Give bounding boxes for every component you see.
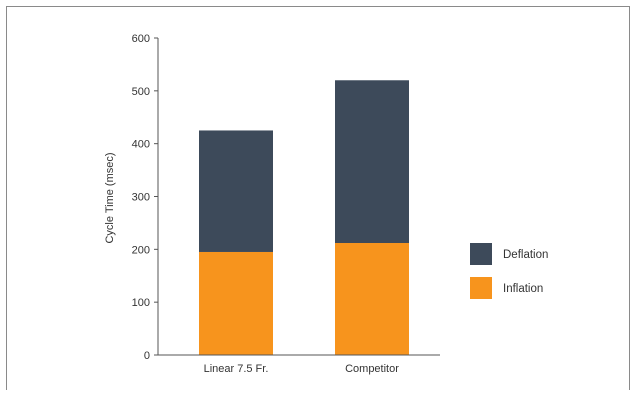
bar-inflation-2 [335,242,409,355]
y-tick-label: 500 [132,86,150,98]
y-tick-label: 600 [132,33,150,45]
x-axis-tick-labels: Linear 7.5 Fr. Competitor [204,363,400,375]
x-tick-label: Competitor [345,363,399,375]
legend-swatch-deflation [470,243,492,265]
legend: Deflation Inflation [470,243,548,299]
bars [199,80,409,355]
y-axis-ticks: 0 100 200 300 400 500 600 [132,33,158,362]
y-tick-label: 0 [144,350,150,362]
legend-swatch-inflation [470,277,492,299]
x-tick-label: Linear 7.5 Fr. [204,363,269,375]
bar-deflation-2 [335,80,409,243]
bar-deflation-1 [199,130,273,252]
y-tick-label: 300 [132,192,150,204]
y-tick-label: 400 [132,139,150,151]
bar-inflation-1 [199,251,273,355]
y-tick-label: 200 [132,244,150,256]
y-axis-title: Cycle Time (msec) [104,152,116,243]
legend-label-deflation: Deflation [503,249,548,261]
chart-frame [6,6,630,390]
y-tick-label: 100 [132,297,150,309]
legend-label-inflation: Inflation [503,283,543,295]
